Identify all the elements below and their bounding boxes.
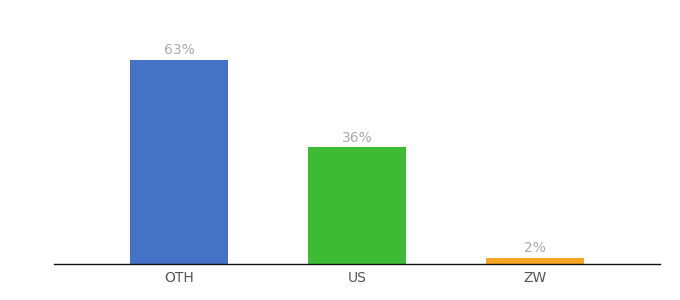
Text: 2%: 2% [524, 241, 546, 255]
Bar [308, 147, 406, 264]
Text: 36%: 36% [341, 131, 373, 145]
Text: 63%: 63% [164, 43, 194, 57]
Bar [130, 60, 228, 264]
Bar [486, 257, 584, 264]
